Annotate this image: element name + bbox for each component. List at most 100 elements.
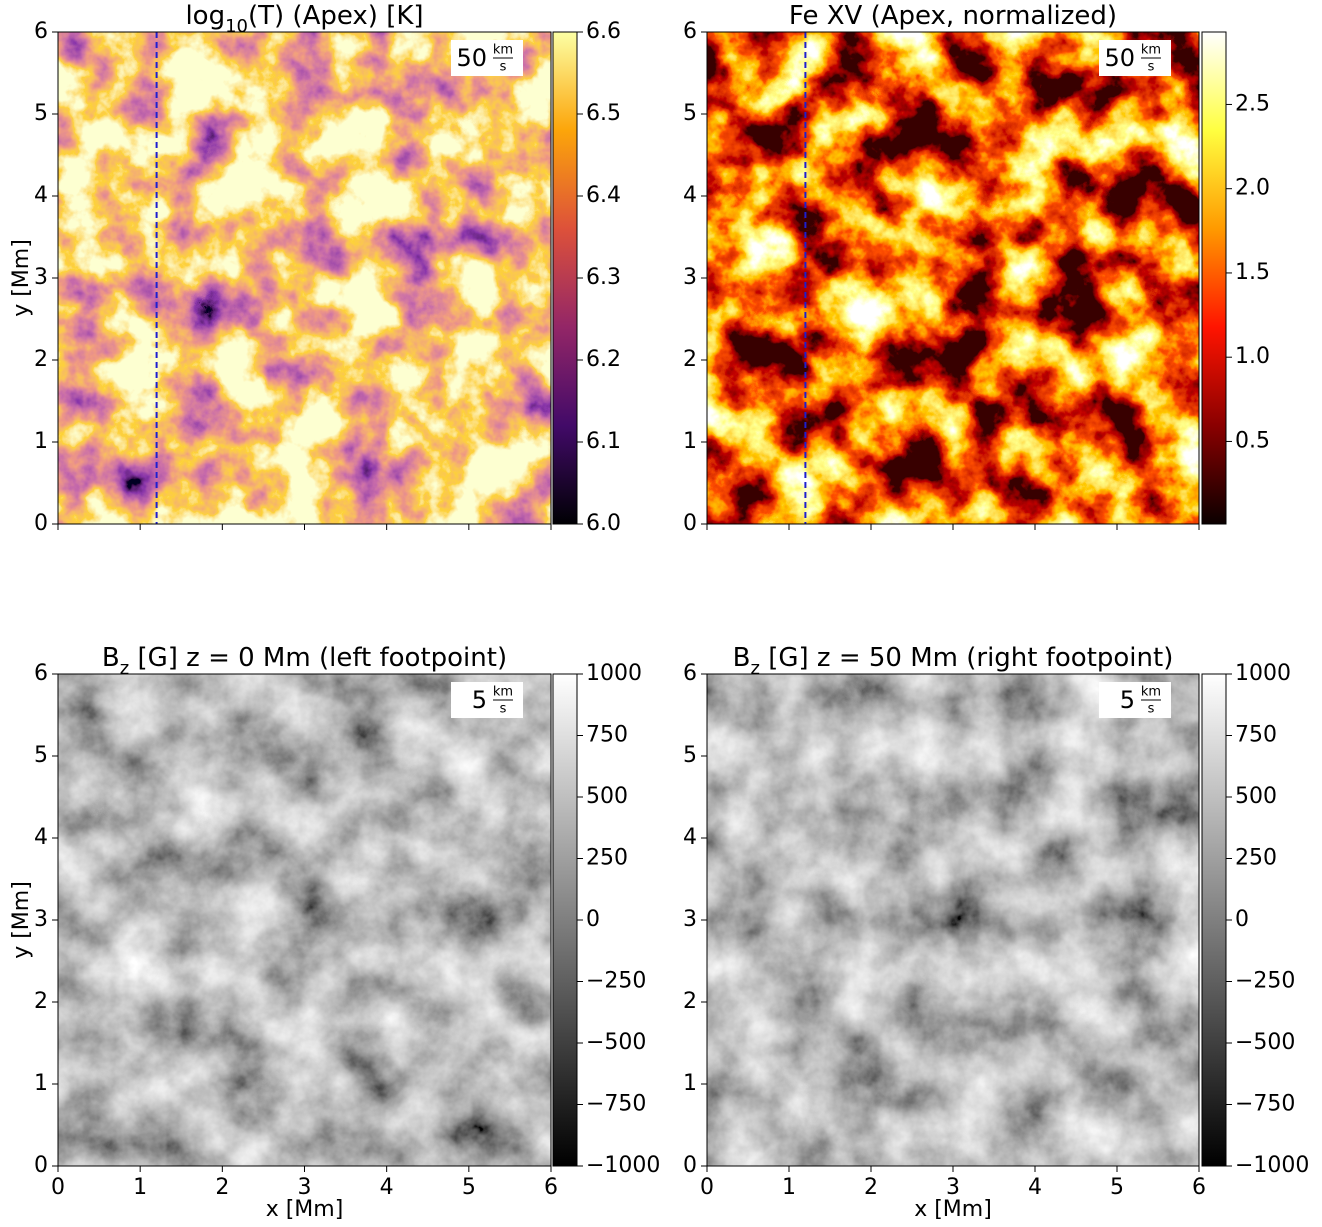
- colorbar-tick-label: 6.3: [586, 265, 621, 290]
- colorbar-tick-label: 0: [586, 907, 600, 932]
- colorbar-tick-label: 0: [1235, 907, 1249, 932]
- colorbar-tick-label: 1.5: [1235, 260, 1270, 285]
- colorbar-tick-label: 250: [586, 846, 628, 871]
- x-axis-label: x [Mm]: [266, 1197, 344, 1222]
- colorbar-tick-label: 500: [1235, 784, 1277, 809]
- y-tick-label: 5: [683, 743, 697, 768]
- title-part: [G] z = 50 Mm (right footpoint): [760, 643, 1173, 673]
- y-tick-label: 1: [683, 429, 697, 454]
- colorbar-tick-label: 6.0: [586, 511, 621, 536]
- title-part: [G] z = 0 Mm (left footpoint): [129, 643, 507, 673]
- quiver-key-value: 50: [1104, 44, 1135, 72]
- quiver-key-unit-num: km: [1141, 43, 1161, 58]
- y-tick-label: 1: [683, 1071, 697, 1096]
- colorbar: [1201, 673, 1227, 1167]
- y-tick-label: 6: [683, 19, 697, 44]
- x-tick-label: 3: [946, 1175, 960, 1200]
- title-part: log: [185, 1, 225, 31]
- y-tick-label: 5: [683, 101, 697, 126]
- colorbar-tick-label: 500: [586, 784, 628, 809]
- y-tick-label: 0: [34, 511, 48, 536]
- colorbar-tick-label: 6.5: [586, 101, 621, 126]
- y-tick-label: 2: [34, 989, 48, 1014]
- colorbar-tick-label: 2.0: [1235, 176, 1270, 201]
- quiver-key-value: 5: [472, 686, 487, 714]
- x-axis-label: x [Mm]: [914, 1197, 992, 1222]
- x-tick-label: 2: [215, 1175, 229, 1200]
- y-tick-label: 4: [683, 825, 697, 850]
- y-tick-label: 1: [34, 1071, 48, 1096]
- y-tick-label: 1: [34, 429, 48, 454]
- colorbar: [1201, 31, 1227, 525]
- quiver-key-value: 5: [1120, 686, 1135, 714]
- x-tick-label: 2: [864, 1175, 878, 1200]
- colorbar: [552, 673, 578, 1167]
- heatmap-image: [707, 674, 1199, 1166]
- colorbar-tick-label: 1000: [586, 661, 642, 686]
- colorbar-tick-label: 750: [1235, 723, 1277, 748]
- heatmap-image: [58, 674, 551, 1166]
- y-tick-label: 3: [683, 265, 697, 290]
- colorbar-tick-label: −750: [1235, 1092, 1295, 1117]
- heatmap-image: [707, 32, 1199, 524]
- quiver-key-value: 50: [456, 44, 487, 72]
- y-tick-label: 3: [683, 907, 697, 932]
- colorbar-tick-label: 750: [586, 723, 628, 748]
- title-part: B: [102, 643, 120, 673]
- quiver-key-unit-den: s: [500, 702, 507, 717]
- x-tick-label: 5: [462, 1175, 476, 1200]
- y-tick-label: 3: [34, 265, 48, 290]
- colorbar-tick-label: 2.5: [1235, 91, 1270, 116]
- quiver-key-unit-den: s: [1148, 702, 1155, 717]
- quiver-key-unit-den: s: [1148, 60, 1155, 75]
- y-axis-label: y [Mm]: [9, 881, 34, 959]
- y-tick-label: 2: [683, 989, 697, 1014]
- y-tick-label: 5: [34, 101, 48, 126]
- y-tick-label: 4: [34, 825, 48, 850]
- colorbar: [552, 31, 578, 525]
- y-tick-label: 3: [34, 907, 48, 932]
- y-axis-label: y [Mm]: [9, 239, 34, 317]
- title-part: z: [750, 658, 759, 679]
- title-part: z: [120, 658, 129, 679]
- panel-title: log10(T) (Apex) [K]: [185, 1, 423, 37]
- colorbar-tick-label: −500: [1235, 1030, 1295, 1055]
- y-tick-label: 6: [34, 661, 48, 686]
- colorbar-tick-label: −500: [586, 1030, 646, 1055]
- colorbar-tick-label: 6.4: [586, 183, 621, 208]
- x-tick-label: 3: [298, 1175, 312, 1200]
- y-tick-label: 2: [683, 347, 697, 372]
- colorbar-tick-label: 6.2: [586, 347, 621, 372]
- colorbar-tick-label: 6.1: [586, 429, 621, 454]
- x-tick-label: 4: [380, 1175, 394, 1200]
- title-part: B: [733, 643, 751, 673]
- x-tick-label: 6: [1192, 1175, 1206, 1200]
- quiver-key-unit-num: km: [1141, 685, 1161, 700]
- y-tick-label: 5: [34, 743, 48, 768]
- colorbar-tick-label: −1000: [586, 1153, 660, 1178]
- x-tick-label: 1: [782, 1175, 796, 1200]
- y-tick-label: 4: [34, 183, 48, 208]
- y-tick-label: 0: [683, 511, 697, 536]
- panel-title: Fe XV (Apex, normalized): [789, 1, 1117, 31]
- x-tick-label: 4: [1028, 1175, 1042, 1200]
- colorbar-tick-label: 0.5: [1235, 428, 1270, 453]
- x-tick-label: 0: [700, 1175, 714, 1200]
- colorbar-tick-label: −250: [586, 969, 646, 994]
- y-tick-label: 6: [683, 661, 697, 686]
- title-part: (T) (Apex) [K]: [248, 1, 424, 31]
- colorbar-tick-label: 1.0: [1235, 344, 1270, 369]
- x-tick-label: 5: [1110, 1175, 1124, 1200]
- colorbar-tick-label: −750: [586, 1092, 646, 1117]
- quiver-key-unit-num: km: [493, 43, 513, 58]
- title-part: 10: [225, 16, 248, 37]
- x-tick-label: 6: [544, 1175, 558, 1200]
- y-tick-label: 2: [34, 347, 48, 372]
- y-tick-label: 6: [34, 19, 48, 44]
- x-tick-label: 0: [51, 1175, 65, 1200]
- x-tick-label: 1: [133, 1175, 147, 1200]
- y-tick-label: 0: [683, 1153, 697, 1178]
- colorbar-tick-label: 6.6: [586, 19, 621, 44]
- y-tick-label: 0: [34, 1153, 48, 1178]
